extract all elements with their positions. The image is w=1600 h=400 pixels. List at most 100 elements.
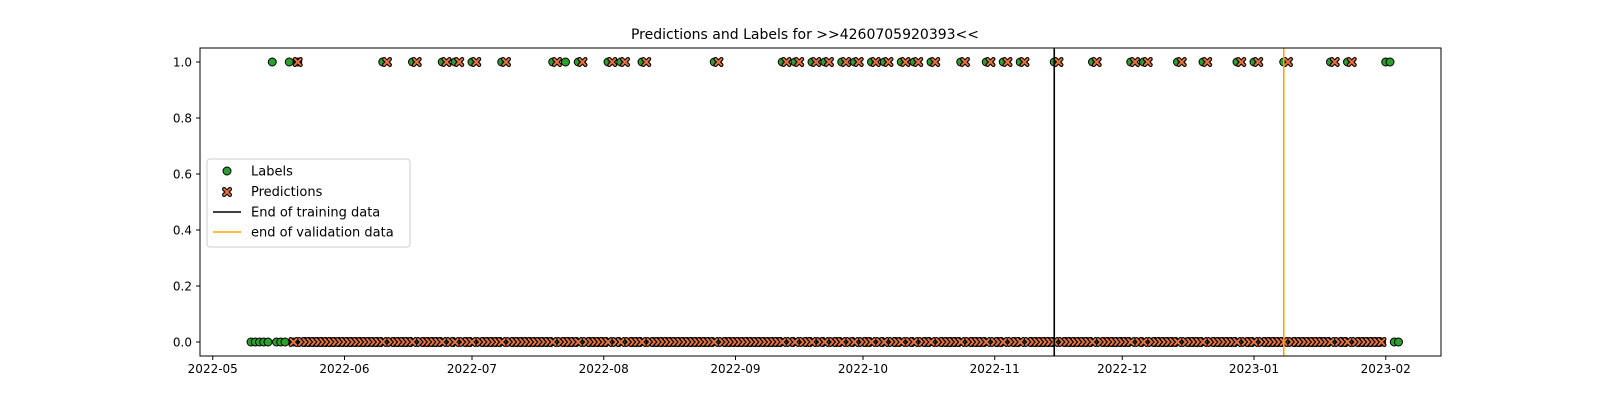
- prediction-point-fill-b: [1054, 58, 1063, 66]
- prediction-point-fill-b: [825, 58, 833, 66]
- prediction-point: [377, 337, 388, 347]
- prediction-point: [1053, 56, 1064, 68]
- prediction-point-fill-b: [1003, 58, 1012, 66]
- prediction-point-fill-b: [956, 338, 965, 346]
- prediction-point: [1142, 56, 1153, 68]
- prediction-point: [908, 337, 920, 347]
- prediction-point: [1236, 56, 1247, 68]
- prediction-point: [981, 337, 992, 347]
- prediction-point-fill-b: [808, 338, 816, 346]
- prediction-point-fill-b: [604, 338, 612, 346]
- prediction-point: [853, 56, 864, 68]
- plot-frame: [199, 47, 1442, 357]
- prediction-point: [840, 56, 852, 68]
- prediction-point-fill-b: [1016, 338, 1025, 346]
- x-tick-label: 2022-09: [710, 362, 760, 376]
- prediction-point-fill-b: [1330, 58, 1339, 66]
- prediction-point: [913, 56, 924, 68]
- prediction-point-fill-b: [1173, 338, 1182, 346]
- prediction-point: [930, 56, 941, 68]
- prediction-point-fill-b: [497, 338, 506, 346]
- x-axis: 2022-05 2022-06 2022-07 2022-08 2022-09 2022-…: [188, 356, 1411, 376]
- prediction-point: [900, 56, 911, 68]
- prediction-point: [288, 337, 299, 347]
- prediction-point-fill-b: [884, 58, 893, 66]
- prediction-point-fill-b: [1139, 338, 1148, 346]
- prediction-point-fill-b: [961, 58, 969, 66]
- label-point: [267, 57, 277, 67]
- predictions-series: [288, 56, 1387, 347]
- prediction-point-fill-b: [1203, 58, 1212, 66]
- prediction-point: [577, 56, 588, 68]
- prediction-point: [573, 337, 584, 347]
- prediction-point-fill-b: [451, 338, 459, 346]
- y-tick-label: 0.8: [173, 111, 192, 125]
- prediction-point: [849, 337, 860, 347]
- prediction-point: [1197, 337, 1209, 347]
- y-tick-label: 0.2: [173, 279, 192, 293]
- prediction-point-fill-b: [616, 338, 625, 346]
- prediction-point-fill-b: [837, 338, 846, 346]
- prediction-point: [879, 337, 890, 347]
- legend-prediction-x: [222, 187, 232, 197]
- prediction-point: [811, 56, 822, 68]
- prediction-point: [709, 337, 720, 347]
- prediction-point-fill-b: [901, 58, 910, 66]
- prediction-point-fill-b: [1233, 338, 1241, 346]
- prediction-point-fill-b: [778, 338, 787, 346]
- prediction-point: [607, 56, 618, 68]
- prediction-point-fill-b: [842, 58, 850, 66]
- prediction-point: [883, 56, 894, 68]
- prediction-point-fill-b: [1143, 58, 1152, 66]
- prediction-point-fill-b: [782, 58, 791, 66]
- x-tick-label: 2022-12: [1097, 362, 1147, 376]
- prediction-point: [1376, 337, 1387, 347]
- prediction-point: [1138, 337, 1149, 347]
- prediction-point-fill-b: [795, 58, 804, 66]
- prediction-point: [1202, 56, 1213, 68]
- prediction-point: [1342, 337, 1353, 347]
- y-tick-label: 1.0: [173, 55, 192, 69]
- prediction-point: [547, 337, 558, 347]
- prediction-point-fill-b: [638, 338, 646, 346]
- prediction-point-fill-b: [502, 58, 510, 66]
- prediction-point-fill-b: [1377, 338, 1386, 346]
- prediction-point-fill-b: [1020, 58, 1029, 66]
- prediction-point: [437, 337, 448, 347]
- prediction-point-fill-b: [871, 58, 880, 66]
- prediction-point: [501, 56, 511, 68]
- prediction-point-fill-b: [1347, 58, 1356, 66]
- prediction-point: [450, 337, 460, 347]
- prediction-point-fill-b: [1343, 338, 1352, 346]
- prediction-point-fill-b: [553, 58, 561, 66]
- prediction-point-fill-b: [791, 338, 799, 346]
- y-axis: 0.0 0.2 0.4 0.6 0.8 1.0: [173, 55, 200, 349]
- chart-marks: [246, 56, 1403, 347]
- prediction-point: [823, 56, 835, 68]
- prediction-point-fill-b: [548, 338, 557, 346]
- label-point: [1394, 337, 1403, 347]
- x-tick-label: 2022-11: [970, 362, 1020, 376]
- prediction-point-fill-b: [468, 338, 476, 346]
- prediction-point: [866, 337, 877, 347]
- labels-series: [246, 57, 1403, 347]
- x-tick-label: 2023-01: [1229, 362, 1279, 376]
- prediction-point: [1129, 56, 1141, 68]
- prediction-point: [1325, 337, 1336, 347]
- prediction-point: [1091, 56, 1102, 68]
- prediction-point-fill-b: [642, 58, 651, 66]
- prediction-point-fill-b: [408, 338, 417, 346]
- prediction-point: [467, 337, 477, 347]
- legend-labels-text: Labels: [251, 165, 293, 180]
- prediction-point: [1087, 337, 1098, 347]
- legend-box: [206, 158, 411, 248]
- prediction-point-fill-b: [854, 58, 863, 66]
- prediction-point: [411, 56, 422, 68]
- prediction-point: [985, 56, 996, 68]
- legend-validation-text: end of validation data: [251, 226, 394, 241]
- prediction-point-fill-b: [608, 58, 617, 66]
- prediction-point: [407, 337, 418, 347]
- prediction-point: [292, 56, 303, 68]
- prediction-point: [471, 56, 482, 68]
